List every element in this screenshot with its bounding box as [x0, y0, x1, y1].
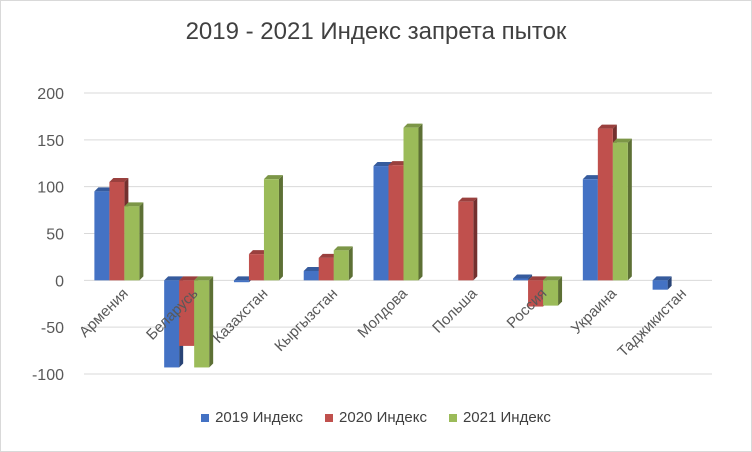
legend-item: 2021 Индекс [448, 409, 551, 426]
y-tick-label: 0 [55, 273, 64, 290]
x-tick-label: Армения [76, 285, 132, 341]
y-tick-label: -50 [41, 320, 64, 337]
x-tick-label: Казахстан [210, 285, 272, 347]
x-tick-label: Польша [429, 285, 481, 337]
legend-label: 2019 Индекс [215, 409, 304, 426]
legend-swatch [201, 413, 210, 422]
legend-label: 2020 Индекс [339, 409, 427, 426]
legend-item: 2019 Индекс [201, 409, 303, 426]
bar [333, 246, 353, 281]
chart-legend: 2019 Индекс 2020 Индекс 2021 Индекс [0, 409, 752, 426]
bar [194, 276, 214, 368]
y-tick-label: 150 [37, 133, 64, 150]
bar [124, 202, 144, 281]
bar [652, 276, 672, 290]
bar [263, 175, 283, 281]
x-tick-label: Украина [568, 285, 621, 338]
x-tick-label: Молдова [354, 285, 411, 342]
legend-item: 2020 Индекс [325, 409, 427, 426]
bar [612, 138, 632, 281]
chart-title: 2019 - 2021 Индекс запрета пыток [185, 18, 567, 45]
y-tick-label: -100 [32, 367, 64, 384]
bar [543, 276, 563, 306]
x-tick-label: Россия [504, 285, 551, 332]
legend-label: 2021 Индекс [462, 409, 551, 426]
y-tick-label: 100 [37, 180, 64, 197]
legend-swatch [448, 413, 457, 422]
y-tick-label: 200 [37, 86, 64, 103]
bar [513, 274, 533, 281]
x-tick-label: Таджикистан [614, 285, 689, 360]
y-tick-label: 50 [46, 227, 64, 244]
bar [403, 123, 423, 281]
legend-swatch [325, 413, 334, 422]
bar [458, 197, 478, 281]
x-tick-label: Кыргызстан [271, 285, 341, 355]
